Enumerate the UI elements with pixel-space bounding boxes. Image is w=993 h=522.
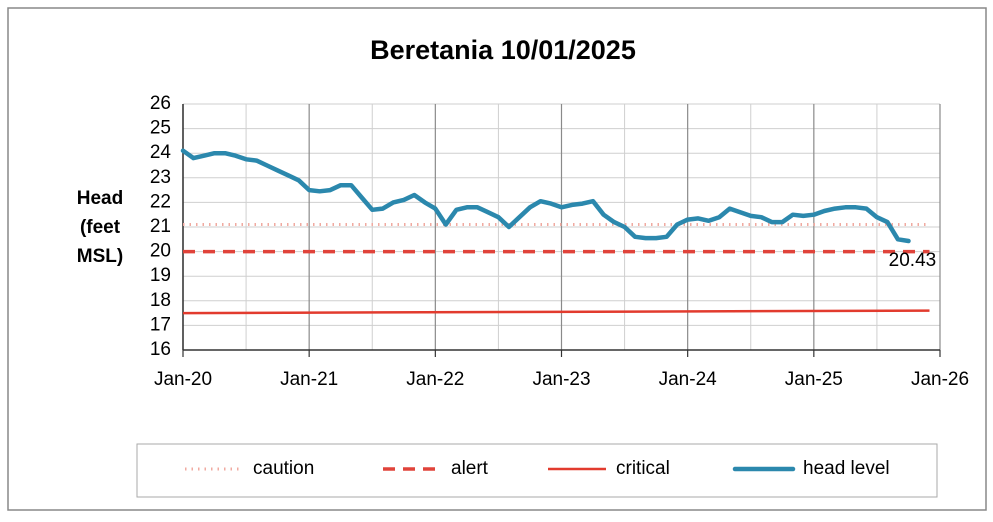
y-tick-label: 22 bbox=[150, 191, 171, 212]
y-axis-label: MSL) bbox=[77, 246, 123, 267]
y-tick-label: 23 bbox=[150, 167, 171, 188]
x-tick-label: Jan-21 bbox=[280, 369, 338, 390]
y-axis-label: Head bbox=[77, 188, 123, 209]
y-tick-label: 19 bbox=[150, 265, 171, 286]
y-tick-label: 18 bbox=[150, 290, 171, 311]
data-label: 20.43 bbox=[889, 250, 937, 271]
legend-box bbox=[136, 443, 938, 498]
y-tick-label: 25 bbox=[150, 118, 171, 139]
x-tick-label: Jan-22 bbox=[406, 369, 464, 390]
x-tick-label: Jan-25 bbox=[785, 369, 843, 390]
x-tick-label: Jan-23 bbox=[532, 369, 590, 390]
series-line bbox=[182, 309, 930, 315]
y-tick-label: 16 bbox=[150, 339, 171, 360]
y-tick-label: 24 bbox=[150, 142, 172, 163]
legend-label: critical bbox=[616, 458, 670, 479]
chart-title: Beretania 10/01/2025 bbox=[370, 35, 636, 65]
legend-label: alert bbox=[451, 458, 489, 479]
x-tick-label: Jan-20 bbox=[154, 369, 212, 390]
y-tick-label: 17 bbox=[150, 314, 171, 335]
legend-label: head level bbox=[803, 458, 890, 479]
y-axis-label: (feet bbox=[80, 217, 121, 238]
y-tick-label: 20 bbox=[150, 241, 171, 262]
y-tick-label: 26 bbox=[150, 93, 171, 114]
chart-frame bbox=[7, 7, 987, 511]
legend-label: caution bbox=[253, 458, 314, 479]
x-tick-label: Jan-26 bbox=[911, 369, 969, 390]
y-tick-label: 21 bbox=[150, 216, 171, 237]
x-tick-label: Jan-24 bbox=[659, 369, 718, 390]
series-line bbox=[180, 148, 911, 244]
